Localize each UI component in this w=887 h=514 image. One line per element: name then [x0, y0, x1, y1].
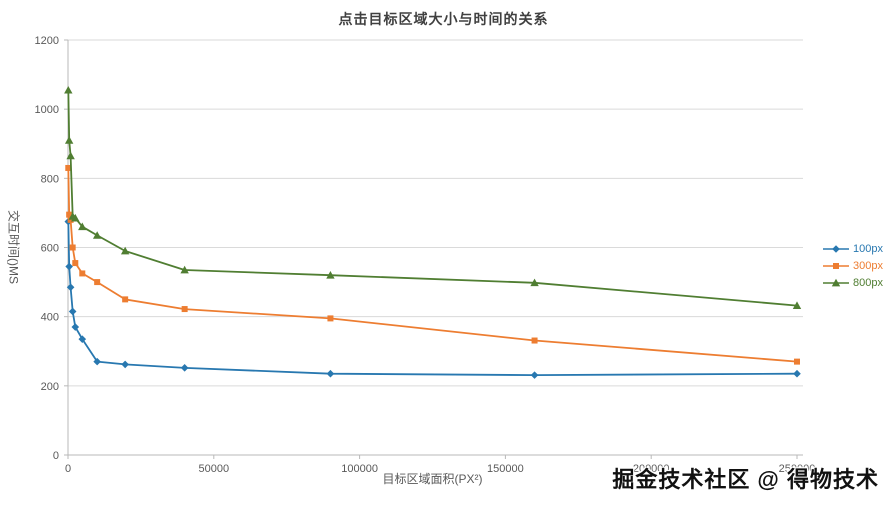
- square-marker: [833, 263, 840, 269]
- x-tick-label: 50000: [199, 463, 230, 475]
- square-marker: [69, 244, 76, 251]
- legend-marker-300px: [823, 263, 850, 269]
- triangle-marker: [78, 222, 87, 231]
- triangle-marker: [64, 136, 74, 144]
- legend-label: 100px: [853, 243, 883, 255]
- square-marker: [531, 337, 538, 344]
- triangle-marker: [71, 213, 80, 222]
- legend-label: 300px: [853, 260, 883, 272]
- series-line-800px: [67, 90, 798, 307]
- triangle-marker: [180, 265, 189, 274]
- x-tick-label: 200000: [633, 463, 670, 475]
- square-marker: [94, 279, 101, 286]
- triangle-marker: [530, 278, 539, 287]
- square-marker: [79, 270, 86, 277]
- triangle-marker: [831, 278, 841, 287]
- diamond-marker: [326, 369, 335, 378]
- diamond-marker: [65, 262, 73, 271]
- square-marker: [66, 211, 73, 218]
- diamond-marker: [71, 323, 80, 331]
- square-marker: [67, 216, 74, 223]
- square-marker: [327, 315, 334, 322]
- diamond-marker: [68, 307, 77, 316]
- legend-label: 800px: [853, 277, 883, 289]
- x-tick-label: 100000: [341, 463, 378, 475]
- triangle-marker: [64, 85, 73, 94]
- diamond-marker: [78, 335, 87, 343]
- square-marker: [65, 164, 72, 171]
- triangle-marker: [66, 151, 75, 160]
- y-tick-label: 1000: [35, 104, 59, 116]
- y-tick-label: 600: [41, 243, 59, 255]
- y-tick-label: 800: [41, 173, 59, 185]
- y-tick-label: 400: [41, 312, 59, 324]
- legend-marker-800px: [823, 278, 850, 287]
- x-axis-title: 目标区域面积(PX²): [382, 472, 483, 486]
- diamond-marker: [832, 245, 840, 253]
- diamond-marker: [530, 371, 539, 379]
- diamond-marker: [121, 360, 129, 369]
- y-tick-label: 0: [53, 450, 59, 462]
- square-marker: [794, 358, 800, 365]
- chart-title: 点击目标区域大小与时间的关系: [338, 11, 549, 27]
- square-marker: [181, 306, 188, 313]
- series-line-300px: [67, 167, 798, 363]
- legend: 100px 300px 800px: [823, 243, 883, 289]
- x-tick-label: 0: [65, 463, 71, 475]
- x-tick-label: 150000: [487, 463, 524, 475]
- triangle-marker: [120, 246, 130, 255]
- legend-marker-100px: [823, 245, 850, 253]
- triangle-marker: [92, 231, 102, 239]
- triangle-marker: [326, 270, 335, 279]
- y-tick-label: 200: [41, 381, 59, 393]
- watermark: 掘金技术社区 @ 得物技术: [612, 467, 879, 492]
- square-marker: [72, 260, 79, 267]
- y-tick-label: 1200: [35, 35, 59, 47]
- legend-item-800px: 800px: [823, 277, 883, 289]
- diamond-marker: [180, 364, 189, 372]
- legend-item-100px: 100px: [823, 243, 883, 255]
- square-marker: [122, 296, 129, 303]
- diamond-marker: [93, 357, 101, 366]
- diamond-marker: [793, 369, 801, 378]
- diamond-marker: [66, 283, 75, 292]
- x-tick-label: 250000: [779, 463, 816, 475]
- triangle-marker: [792, 301, 802, 309]
- legend-item-300px: 300px: [823, 260, 883, 272]
- y-axis-title: 交互时间()MS: [6, 210, 21, 284]
